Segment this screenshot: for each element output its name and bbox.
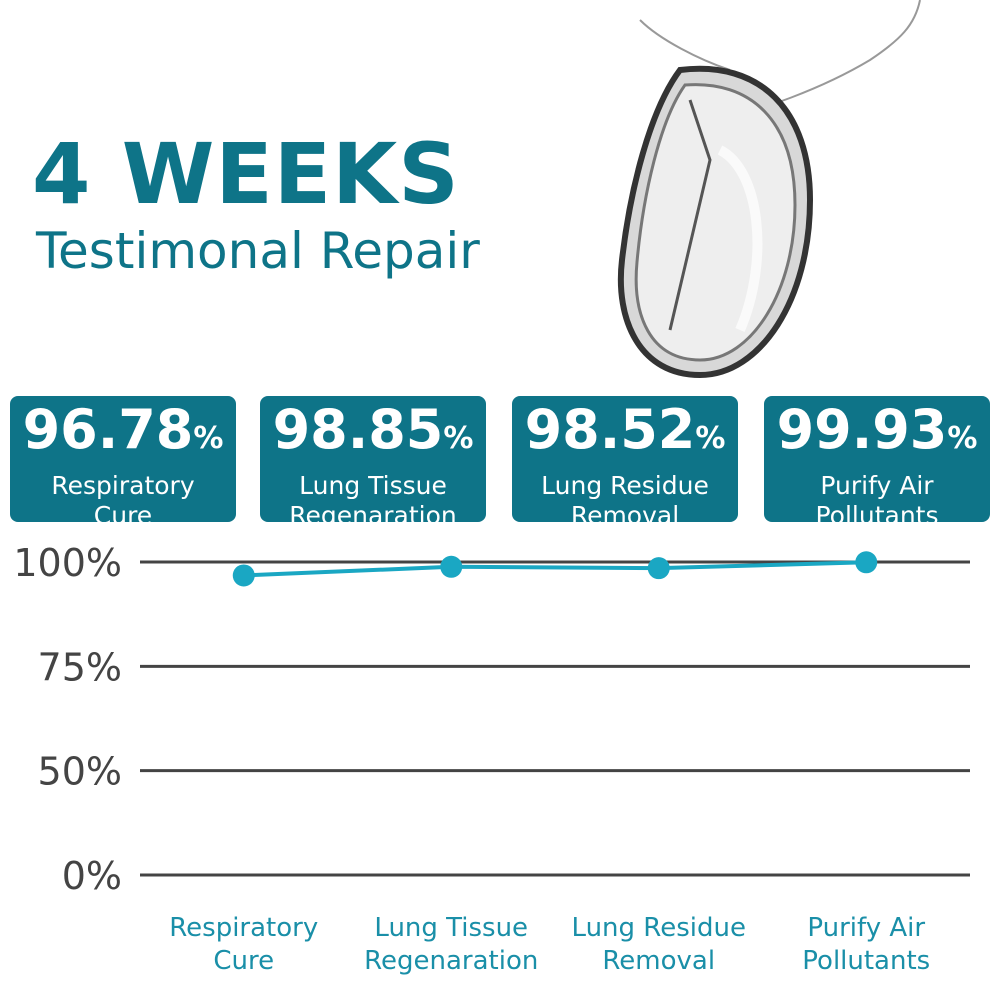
y-tick-label: 0%	[62, 854, 122, 898]
subtitle: Testimonal Repair	[36, 222, 480, 280]
title: 4 WEEKS	[32, 125, 460, 223]
point	[440, 555, 463, 578]
point	[855, 551, 878, 574]
line	[243, 560, 867, 578]
stat-label: Respiratory Cure	[51, 471, 195, 530]
stat-label: Lung Tissue Regenaration	[289, 471, 457, 530]
stat-label: Purify Air Pollutants	[815, 471, 939, 530]
point	[647, 557, 670, 580]
x-tick-label: Lung Tissue Regenaration	[364, 913, 539, 976]
point	[232, 564, 255, 587]
stat-value: 98.52%	[524, 398, 726, 461]
stat-card: 98.52% Lung Residue Removal	[512, 396, 738, 530]
stat-value: 99.93%	[776, 398, 978, 461]
x-tick-label: Respiratory Cure	[169, 913, 319, 976]
stat-value: 98.85%	[272, 398, 474, 461]
y-tick-label: 50%	[38, 750, 122, 794]
x-tick-label: Lung Residue Removal	[571, 913, 746, 976]
pendant-image	[617, 0, 921, 379]
stat-card: 98.85% Lung Tissue Regenaration	[260, 396, 486, 530]
stat-card: 96.78% Respiratory Cure	[10, 396, 236, 530]
y-tick-label: 100%	[13, 541, 122, 585]
y-tick-label: 75%	[38, 645, 122, 689]
x-tick-label: Purify Air Pollutants	[802, 913, 931, 976]
stat-label: Lung Residue Removal	[541, 471, 709, 530]
stat-value: 96.78%	[22, 398, 224, 461]
stat-card: 99.93% Purify Air Pollutants	[764, 396, 990, 530]
